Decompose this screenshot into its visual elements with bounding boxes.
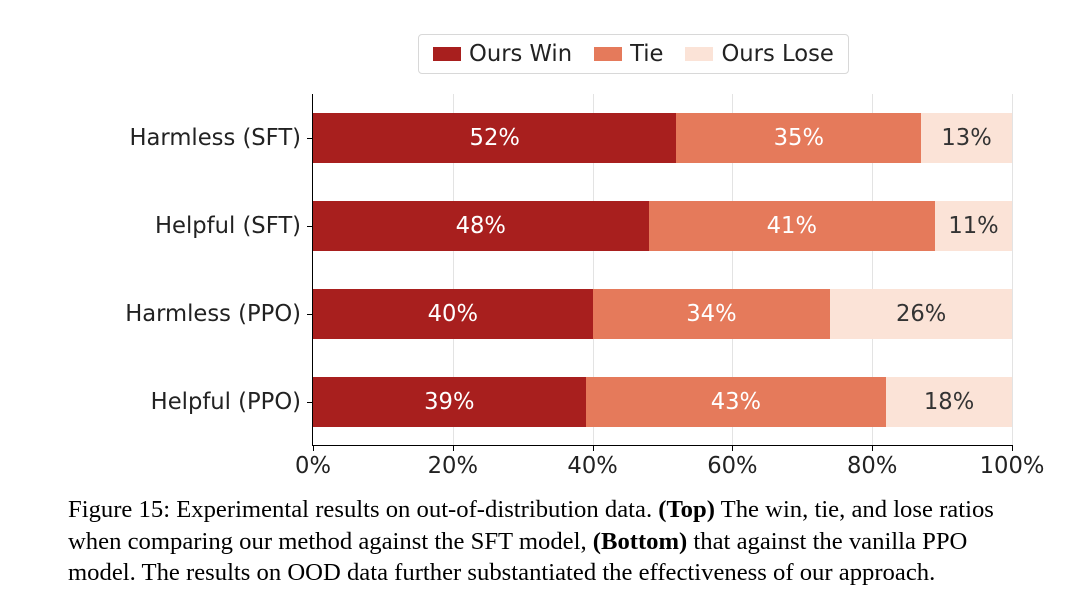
legend-swatch — [685, 47, 713, 61]
bar-value-label: 41% — [767, 213, 817, 239]
bar-value-label: 39% — [424, 389, 474, 415]
bar-value-label: 13% — [941, 125, 991, 151]
bar-value-label: 43% — [711, 389, 761, 415]
legend-item: Ours Lose — [685, 41, 833, 67]
legend-swatch — [594, 47, 622, 61]
bar-row: 48% 41% 11% — [313, 201, 1012, 250]
ylabel: Harmless (PPO) — [125, 301, 313, 327]
xtick-label: 20% — [428, 453, 478, 479]
bar-segment: 48% — [313, 201, 649, 250]
bar-value-label: 52% — [470, 125, 520, 151]
bar-value-label: 34% — [686, 301, 736, 327]
xtick-label: 100% — [980, 453, 1045, 479]
xtick-mark — [732, 445, 733, 451]
bar-value-label: 35% — [774, 125, 824, 151]
xtick-mark — [313, 445, 314, 451]
xtick-mark — [593, 445, 594, 451]
legend: Ours Win Tie Ours Lose — [418, 34, 849, 74]
figure-caption: Figure 15: Experimental results on out-o… — [68, 494, 1012, 589]
legend-label: Ours Lose — [721, 41, 833, 67]
bar-segment: 41% — [649, 201, 936, 250]
xtick-mark — [872, 445, 873, 451]
bar-segment: 35% — [676, 113, 921, 162]
bar-segment: 26% — [830, 289, 1012, 338]
bar-row: 52% 35% 13% — [313, 113, 1012, 162]
legend-item: Tie — [594, 41, 663, 67]
xtick-label: 40% — [567, 453, 617, 479]
bar-segment: 34% — [593, 289, 831, 338]
bar-row: 39% 43% 18% — [313, 377, 1012, 426]
gridline — [1012, 94, 1013, 445]
bar-value-label: 18% — [924, 389, 974, 415]
caption-bold-top: (Top) — [658, 496, 715, 523]
xtick-mark — [453, 445, 454, 451]
plot-area: 0%20%40%60%80%100%Harmless (SFT)52%35%13… — [312, 94, 1012, 446]
figure-root: Ours Win Tie Ours Lose 0% 20% 40% 60% 80% 100% H… — [0, 0, 1080, 609]
bar-segment: 43% — [586, 377, 887, 426]
legend-label: Tie — [630, 41, 663, 67]
bar-segment: 11% — [935, 201, 1012, 250]
legend-swatch — [433, 47, 461, 61]
caption-text: Figure 15: Experimental results on out-o… — [68, 496, 658, 523]
caption-bold-bottom: (Bottom) — [593, 528, 687, 555]
ylabel: Helpful (PPO) — [151, 389, 313, 415]
bar-segment: 18% — [886, 377, 1012, 426]
xtick-mark — [1012, 445, 1013, 451]
xtick-label: 80% — [847, 453, 897, 479]
bar-value-label: 26% — [896, 301, 946, 327]
ylabel: Helpful (SFT) — [155, 213, 313, 239]
bar-segment: 40% — [313, 289, 593, 338]
bar-row: 40% 34% 26% — [313, 289, 1012, 338]
xtick-label: 0% — [295, 453, 331, 479]
legend-label: Ours Win — [469, 41, 572, 67]
ylabel: Harmless (SFT) — [130, 125, 313, 151]
xtick-label: 60% — [707, 453, 757, 479]
bar-value-label: 11% — [948, 213, 998, 239]
bar-segment: 52% — [313, 113, 676, 162]
bar-value-label: 48% — [456, 213, 506, 239]
bar-segment: 13% — [921, 113, 1012, 162]
legend-item: Ours Win — [433, 41, 572, 67]
bar-segment: 39% — [313, 377, 586, 426]
bar-value-label: 40% — [428, 301, 478, 327]
